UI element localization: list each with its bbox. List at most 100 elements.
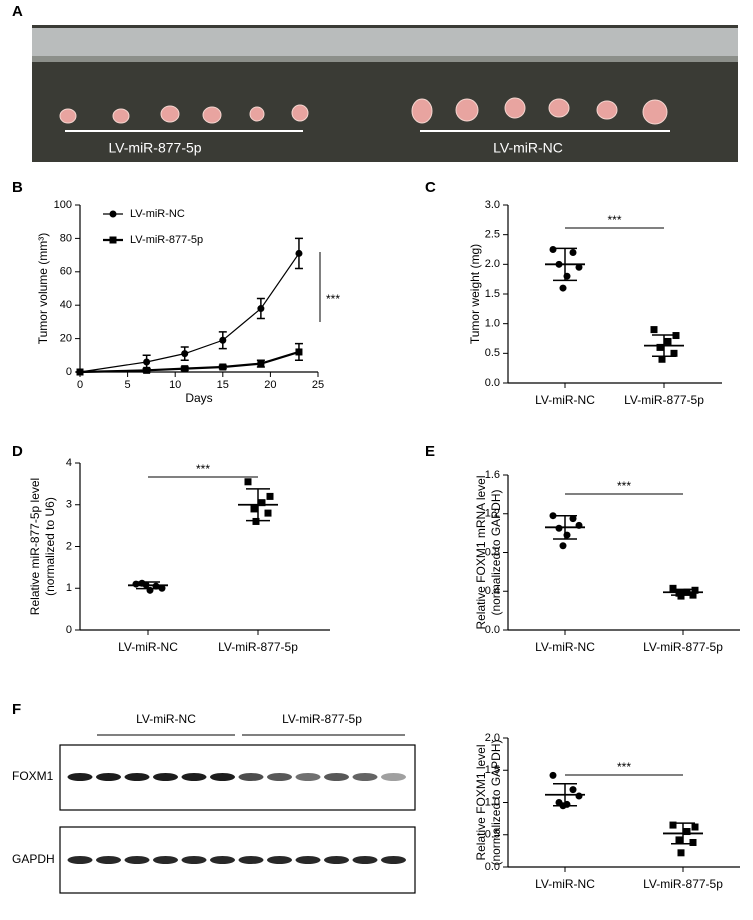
tumor [112,108,130,124]
x-tick-label: 15 [217,379,229,391]
x-tick-label: LV-miR-877-5p [218,640,298,654]
marker [650,326,658,334]
series-line [79,350,300,374]
y-tick-label: 1.0 [485,318,500,330]
band [67,856,93,864]
band [324,856,349,864]
marker [295,249,303,257]
tumor [291,104,309,122]
tumor-photo: LV-miR-877-5p LV-miR-NC [32,25,738,162]
marker [683,828,691,836]
x-axis-label: Days [185,391,212,405]
y-tick-label: 1.6 [485,469,500,481]
marker [76,368,84,376]
panel-label: C [425,179,436,196]
band [181,856,207,864]
y-tick-label: 40 [60,299,72,311]
group-label: LV-miR-NC [493,140,563,156]
y-tick-label: 0.5 [485,829,500,841]
x-tick-label: LV-miR-NC [535,640,595,654]
panel-label: E [425,443,435,460]
series-line [79,253,300,373]
band [153,773,178,781]
x-tick-label: 5 [125,379,131,391]
x-tick-label: 25 [312,379,324,391]
marker [569,248,577,256]
band [352,856,378,864]
band [124,773,150,781]
y-axis-label: (normalized to U6) [43,497,57,596]
sd-bar [553,514,577,540]
marker [250,505,258,513]
y-tick-label: 3 [66,499,72,511]
y-axis-label: Relative FOXM1 level [474,744,488,860]
y-tick-label: 3.0 [485,199,500,211]
band [96,856,121,864]
marker [658,355,666,363]
x-tick-label: LV-miR-877-5p [643,640,723,654]
marker [569,515,577,523]
tumor [504,97,526,119]
y-tick-label: 60 [60,266,72,278]
significance-label: *** [326,292,340,306]
group-label: LV-miR-877-5p [108,140,201,156]
marker [109,236,117,244]
band [381,773,406,781]
y-tick-label: 2.0 [485,258,500,270]
marker [670,349,678,357]
tumor [59,108,77,124]
blot-group-label: LV-miR-877-5p [282,712,362,726]
significance-label: *** [196,462,210,476]
x-tick-label: 20 [264,379,276,391]
marker [669,821,677,829]
legend-label: LV-miR-NC [130,208,185,220]
marker [158,584,166,592]
western-blot: LV-miR-NC LV-miR-877-5p FOXM1 GAPDH [12,712,416,894]
marker [143,358,151,366]
marker [143,366,151,374]
marker [677,592,685,600]
marker [264,509,272,517]
tumor [411,98,433,124]
y-tick-label: 2 [66,540,72,552]
legend-label: LV-miR-877-5p [130,234,203,246]
y-axis-label: Relative miR-877-5p level [28,478,42,615]
marker [549,246,557,253]
marker [677,849,685,857]
y-tick-label: 0 [66,624,72,636]
y-tick-label: 1.5 [485,764,500,776]
band [352,773,378,781]
y-tick-label: 0.4 [485,585,500,597]
y-tick-label: 2.5 [485,229,500,241]
blot-row-label: FOXM1 [12,769,54,783]
y-tick-label: 0.0 [485,377,500,389]
marker [252,517,260,525]
marker [258,499,266,507]
sd-bar [652,334,676,358]
significance-label: *** [607,213,621,227]
x-tick-label: LV-miR-NC [535,393,595,407]
marker [675,836,683,844]
panel-label: A [12,3,23,20]
band [210,773,235,781]
tumor [642,99,668,125]
x-tick-label: 0 [77,379,83,391]
y-tick-label: 1.2 [485,508,500,520]
band [210,856,235,864]
bands [67,773,406,864]
marker [181,365,189,373]
band [238,856,264,864]
band [295,856,321,864]
y-tick-label: 0 [66,366,72,378]
marker [219,336,227,344]
marker [691,823,699,831]
tumor [548,98,570,118]
band [381,856,406,864]
band [67,773,93,781]
marker [266,492,274,500]
marker [181,350,189,358]
y-axis-label: (normalized to GAPDH) [489,489,503,615]
marker [569,786,577,794]
y-tick-label: 20 [60,333,72,345]
